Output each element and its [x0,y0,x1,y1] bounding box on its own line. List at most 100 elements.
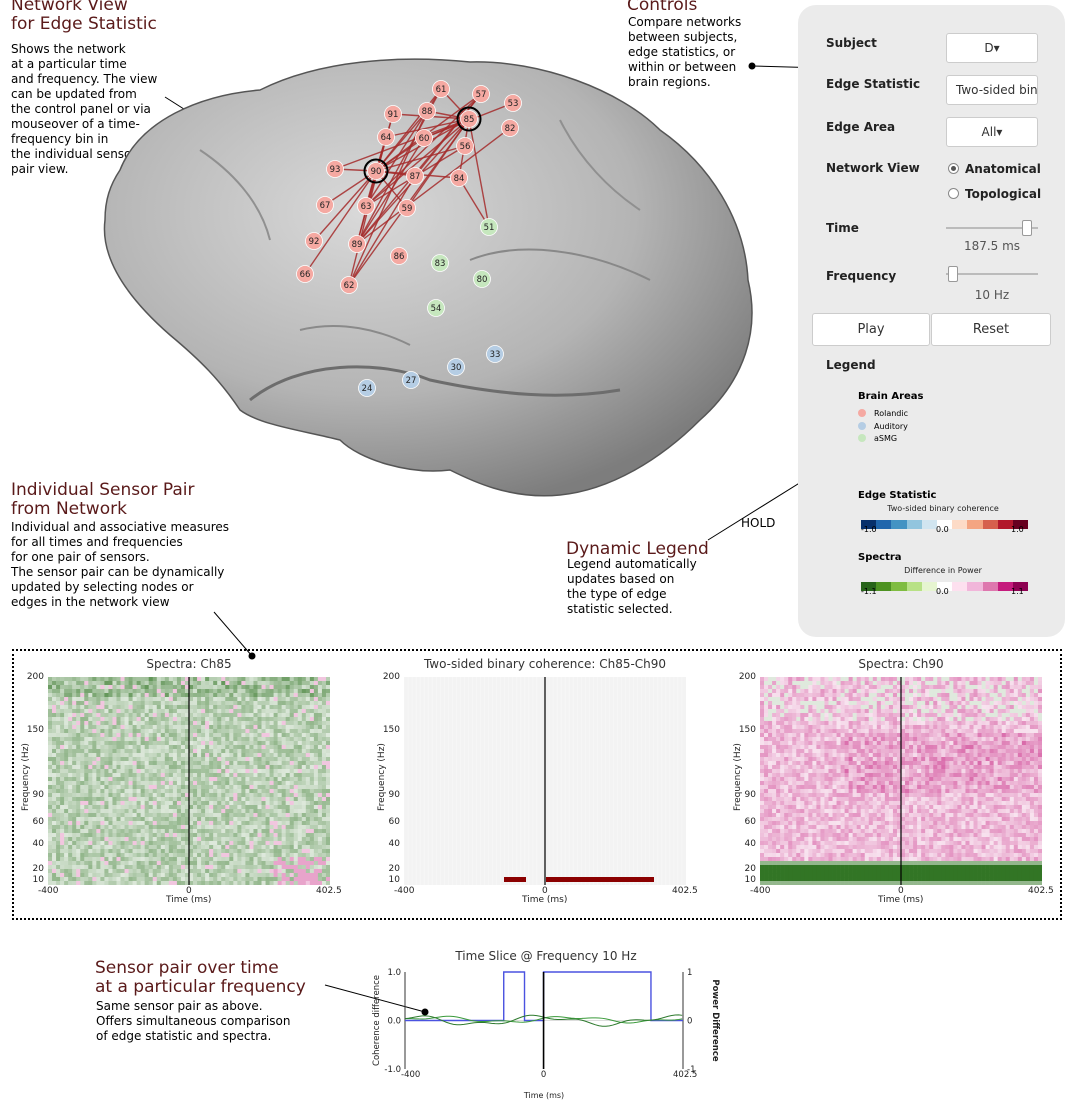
heatmap-cell[interactable] [905,725,910,730]
heatmap-cell[interactable] [1017,677,1023,682]
heatmap-cell[interactable] [241,833,246,838]
heatmap-cell[interactable] [945,705,950,710]
heatmap-cell[interactable] [305,697,311,702]
heatmap-cell[interactable] [281,881,286,885]
heatmap-cell[interactable] [257,825,262,830]
heatmap-cell[interactable] [64,773,69,778]
heatmap-cell[interactable] [213,781,218,786]
heatmap-cell[interactable] [132,797,137,802]
heatmap-cell[interactable] [768,721,773,726]
heatmap-cell[interactable] [945,677,950,682]
heatmap-cell[interactable] [273,777,278,782]
heatmap-cell[interactable] [140,781,145,786]
heatmap-cell[interactable] [160,829,166,834]
heatmap-cell[interactable] [48,881,53,885]
heatmap-cell[interactable] [273,741,278,746]
heatmap-cell[interactable] [156,797,162,802]
heatmap-cell[interactable] [104,825,109,830]
heatmap-cell[interactable] [317,765,323,770]
heatmap-cell[interactable] [152,713,158,718]
heatmap-cell[interactable] [148,677,154,682]
heatmap-cell[interactable] [305,857,311,862]
heatmap-cell[interactable] [1025,677,1031,682]
heatmap-cell[interactable] [772,705,777,710]
heatmap-cell[interactable] [92,697,97,702]
heatmap-cell[interactable] [997,713,1003,718]
heatmap-cell[interactable] [1013,681,1019,686]
heatmap-cell[interactable] [269,737,274,742]
heatmap-cell[interactable] [325,877,330,882]
heatmap-cell[interactable] [164,849,170,854]
heatmap-cell[interactable] [116,809,121,814]
heatmap-cell[interactable] [233,681,238,686]
heatmap-cell[interactable] [217,881,222,885]
heatmap-cell[interactable] [80,817,85,822]
heatmap-cell[interactable] [269,753,274,758]
heatmap-cell[interactable] [261,741,266,746]
heatmap-cell[interactable] [788,729,793,734]
heatmap-cell[interactable] [225,881,230,885]
heatmap-cell[interactable] [108,773,113,778]
heatmap-cell[interactable] [957,721,962,726]
heatmap-cell[interactable] [265,777,270,782]
heatmap-cell[interactable] [209,857,214,862]
heatmap-cell[interactable] [48,765,53,770]
heatmap-cell[interactable] [241,793,246,798]
heatmap-cell[interactable] [76,817,81,822]
heatmap-cell[interactable] [816,681,821,686]
heatmap-cell[interactable] [253,733,258,738]
heatmap-cell[interactable] [844,721,849,726]
heatmap-cell[interactable] [197,797,202,802]
heatmap-cell[interactable] [989,709,994,714]
heatmap-cell[interactable] [844,681,849,686]
heatmap-cell[interactable] [233,833,238,838]
heatmap-cell[interactable] [124,745,129,750]
heatmap-cell[interactable] [168,685,174,690]
heatmap-cell[interactable] [176,845,182,850]
heatmap-cell[interactable] [116,685,121,690]
heatmap-cell[interactable] [168,741,174,746]
heatmap-cell[interactable] [249,681,254,686]
heatmap-cell[interactable] [281,737,286,742]
heatmap-cell[interactable] [148,733,154,738]
heatmap-cell[interactable] [892,729,898,734]
heatmap-cell[interactable] [124,725,129,730]
heatmap-cell[interactable] [140,773,145,778]
heatmap-cell[interactable] [237,825,242,830]
heatmap-cell[interactable] [225,777,230,782]
heatmap-cell[interactable] [860,681,866,686]
heatmap-cell[interactable] [313,853,319,858]
heatmap-cell[interactable] [277,773,282,778]
heatmap-cell[interactable] [172,745,178,750]
heatmap-cell[interactable] [197,677,202,682]
heatmap-cell[interactable] [285,733,291,738]
heatmap-cell[interactable] [197,749,202,754]
heatmap-cell[interactable] [88,705,93,710]
heatmap-cell[interactable] [184,809,190,814]
heatmap-cell[interactable] [285,713,291,718]
heatmap-cell[interactable] [921,721,926,726]
heatmap-cell[interactable] [184,833,190,838]
heatmap-cell[interactable] [977,729,982,734]
heatmap-cell[interactable] [1013,689,1019,694]
heatmap-cell[interactable] [72,869,77,874]
heatmap-cell[interactable] [189,709,194,714]
heatmap-cell[interactable] [253,837,258,842]
heatmap-cell[interactable] [136,869,141,874]
heatmap-cell[interactable] [72,877,77,882]
heatmap-cell[interactable] [309,793,315,798]
heatmap-cell[interactable] [921,677,926,682]
heatmap-cell[interactable] [921,709,926,714]
heatmap-cell[interactable] [257,829,262,834]
heatmap-cell[interactable] [172,849,178,854]
heatmap-cell[interactable] [172,833,178,838]
heatmap-cell[interactable] [108,813,113,818]
heatmap-cell[interactable] [156,877,162,882]
heatmap-cell[interactable] [164,689,170,694]
heatmap-cell[interactable] [241,697,246,702]
heatmap-cell[interactable] [249,817,254,822]
heatmap-cell[interactable] [164,865,170,870]
heatmap-cell[interactable] [112,705,117,710]
heatmap-cell[interactable] [168,773,174,778]
heatmap-cell[interactable] [285,869,291,874]
